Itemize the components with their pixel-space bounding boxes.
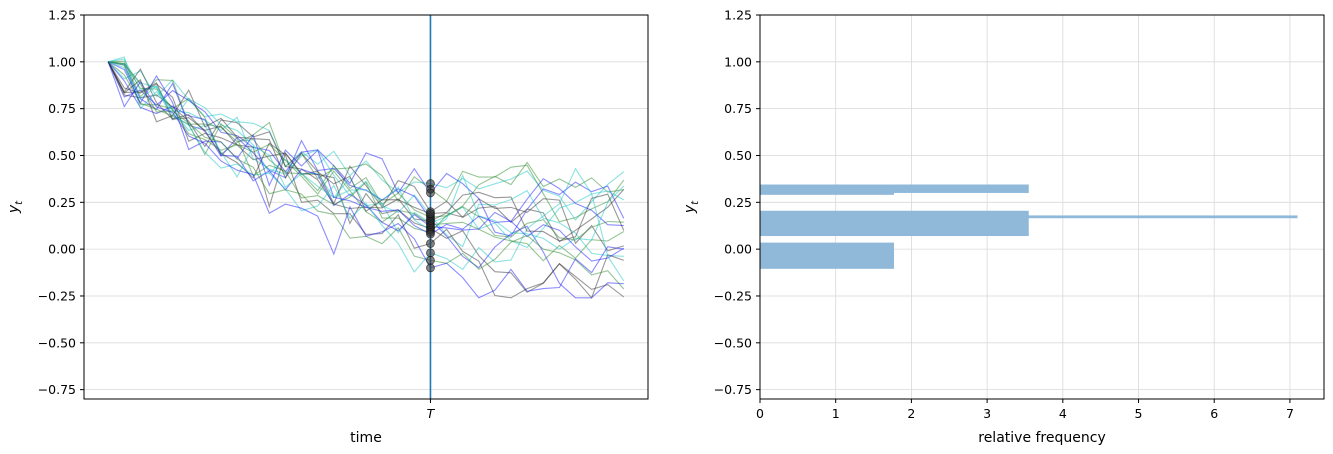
left-y-tick-label: 0.50 [48,148,76,163]
sample-path-line [107,61,625,243]
left-y-ticks: 1.25 1.00 0.75 0.50 0.25 0.00 −0.25 −0.50 −0.75 [38,8,84,397]
right-chart-histogram: 1.251.000.750.500.250.00−0.25−0.50−0.75 … [682,8,1325,446]
right-y-tick-label: −0.75 [714,382,752,397]
left-y-tick-label: 0.25 [48,195,76,210]
histogram-bar [760,187,894,195]
right-x-tick-label: 3 [983,406,991,421]
right-x-ticks: 0 1 2 3 4 5 6 7 [756,399,1294,421]
left-grid [84,14,648,391]
right-x-tick-label: 2 [907,406,915,421]
left-x-ticks: T [427,399,436,421]
right-y-tick-label: 0.00 [724,242,752,257]
left-y-axis-label: yt [6,200,25,214]
value-at-T-point [426,209,435,218]
right-grid [759,14,1324,399]
value-at-T-point [426,248,435,258]
sample-path-line [108,56,625,250]
right-x-tick-label: 6 [1210,406,1218,421]
sample-path-line [107,61,625,299]
y-label-base: y [682,204,698,214]
left-y-tick-label: 0.75 [48,101,76,116]
sample-path-line [108,58,624,257]
sample-path-line [107,61,624,299]
right-y-tick-label: 1.00 [724,54,752,69]
right-y-ticks: 1.25 1.00 0.75 0.50 0.25 0.00 −0.25 −0.50 −0.75 [714,8,760,397]
right-y-tick-label: −0.25 [714,288,752,303]
left-y-tick-label: −0.75 [38,382,76,397]
sample-path-line [108,60,624,218]
right-y-tick-label: 0.75 [724,101,752,116]
right-axes-frame [759,14,1325,400]
left-y-tick-label: 1.00 [48,54,76,69]
sample-path-line [107,61,624,299]
left-axes-frame [83,14,649,400]
y-label-subscript: t [14,200,25,205]
value-at-T-point [426,229,435,239]
left-dots-at-T [426,179,435,273]
right-y-axis-label: yt [682,200,701,214]
left-y-tick-label: 0.00 [48,242,76,257]
left-y-tick-label: −0.25 [38,288,76,303]
histogram-bar [760,184,1029,193]
left-x-axis-label: time [350,430,382,446]
value-at-T-point [426,239,435,248]
right-x-tick-label: 5 [1135,406,1143,421]
sample-path-line [108,61,625,282]
y-label-base: y [6,204,22,214]
sample-path-line [107,61,625,262]
left-paths [107,56,625,299]
x-tick-label-T: T [427,406,436,421]
right-y-tick-label: 0.25 [724,195,752,210]
right-x-axis-label: relative frequency [978,430,1105,446]
right-y-tick-label: −0.50 [714,335,752,350]
sample-path-line [108,61,624,299]
right-bars [760,184,1298,269]
right-x-tick-label: 7 [1286,406,1294,421]
sample-path-line [107,61,625,237]
right-x-tick-label: 0 [756,406,764,421]
sample-path-line [107,61,624,232]
right-y-tick-label: 0.50 [724,148,752,163]
right-x-tick-label: 4 [1059,406,1067,421]
left-y-tick-label: 1.25 [48,8,76,23]
left-y-tick-label: −0.50 [38,335,76,350]
value-at-T-point [426,263,435,273]
histogram-bar [760,242,894,269]
histogram-bar [760,210,1029,237]
right-y-tick-label: 1.25 [724,8,752,23]
right-x-tick-label: 1 [832,406,840,421]
y-label-subscript: t [690,200,701,205]
left-chart-time-series: 1.251.000.750.500.250.00−0.25−0.50−0.75 … [6,8,649,446]
value-at-T-point [426,255,435,265]
sample-path-line [107,61,625,242]
value-at-T-point [426,188,435,198]
